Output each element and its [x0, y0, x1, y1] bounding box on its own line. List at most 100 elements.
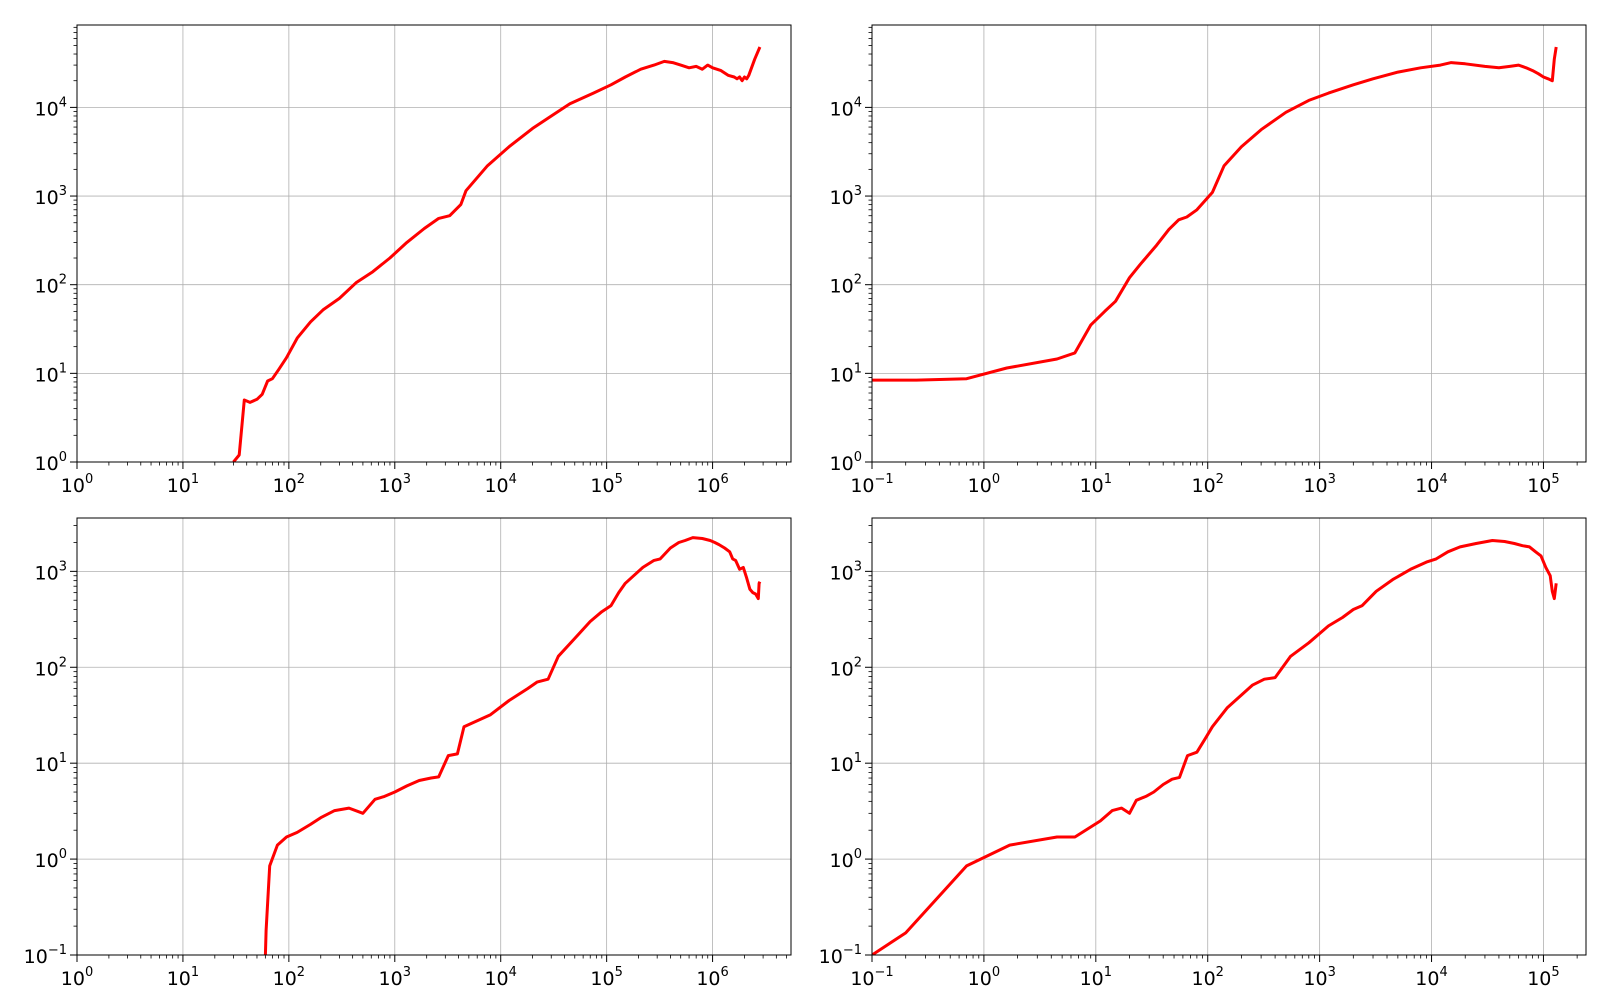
y-tick-label: 103: [830, 184, 862, 209]
x-tick-label-base: 10: [850, 968, 874, 990]
series-line: [232, 46, 762, 462]
x-tick-label: 106: [696, 472, 728, 497]
y-tick-label-exponent: 0: [854, 450, 862, 465]
x-tick-label-base: 10: [1080, 475, 1104, 497]
x-tick-label-base: 10: [1303, 968, 1327, 990]
x-tick-label-base: 10: [1191, 968, 1215, 990]
y-tick-label-base: 10: [35, 98, 59, 120]
x-tick-label: 103: [379, 965, 411, 990]
x-tick-label-base: 10: [167, 475, 191, 497]
y-tick-label-exponent: −1: [843, 943, 862, 958]
series-line: [872, 539, 1558, 955]
y-tick-label: 100: [35, 450, 67, 475]
x-tick-label-exponent: 2: [1216, 472, 1224, 487]
x-tick-label-exponent: 2: [297, 472, 305, 487]
y-tick-label-base: 10: [830, 364, 854, 386]
x-tick-label-base: 10: [968, 475, 992, 497]
axes-frame: [76, 24, 792, 463]
x-tick-label: 101: [1080, 472, 1112, 497]
x-tick-label: 10−1: [850, 965, 893, 990]
x-tick-label: 102: [1191, 965, 1223, 990]
y-tick-label: 101: [830, 361, 862, 386]
y-tick-label: 104: [35, 95, 67, 120]
x-tick-label-exponent: 5: [1551, 965, 1559, 980]
y-tick-label-base: 10: [819, 946, 843, 968]
x-tick-label-exponent: 5: [1551, 472, 1559, 487]
x-tick-label-exponent: 3: [1328, 965, 1336, 980]
y-tick-label-exponent: 4: [854, 95, 862, 110]
x-tick-label: 102: [1191, 472, 1223, 497]
x-tick-label-base: 10: [1303, 475, 1327, 497]
y-tick-label-base: 10: [830, 276, 854, 298]
x-tick-label: 100: [61, 965, 93, 990]
x-tick-label-exponent: 1: [1104, 965, 1112, 980]
series-line: [263, 536, 762, 955]
x-tick-label: 105: [590, 472, 622, 497]
y-tick-label-base: 10: [830, 453, 854, 475]
x-tick-label-exponent: −1: [875, 472, 894, 487]
y-tick-label-exponent: 2: [59, 273, 67, 288]
x-tick-label-exponent: 1: [191, 965, 199, 980]
y-tick-label: 100: [830, 450, 862, 475]
x-tick-label-base: 10: [61, 968, 85, 990]
x-tick-label-base: 10: [273, 475, 297, 497]
y-tick-label-exponent: 2: [854, 655, 862, 670]
x-tick-label-base: 10: [850, 475, 874, 497]
y-tick-label-exponent: −1: [48, 943, 67, 958]
x-tick-label-base: 10: [1415, 475, 1439, 497]
x-tick-label: 105: [1527, 472, 1559, 497]
x-tick-label-exponent: 0: [992, 965, 1000, 980]
x-tick-label-exponent: 1: [1104, 472, 1112, 487]
y-tick-label-exponent: 1: [59, 751, 67, 766]
y-tick-label-exponent: 3: [59, 184, 67, 199]
y-tick-label-exponent: 3: [854, 184, 862, 199]
x-tick-label: 103: [1303, 472, 1335, 497]
x-tick-label-exponent: 6: [721, 965, 729, 980]
x-tick-label-exponent: 3: [1328, 472, 1336, 487]
x-tick-label-exponent: 0: [85, 965, 93, 980]
y-tick-label-exponent: 1: [59, 361, 67, 376]
y-tick-label-base: 10: [35, 562, 59, 584]
x-tick-label: 10−1: [850, 472, 893, 497]
y-tick-label: 100: [35, 847, 67, 872]
x-tick-label: 103: [1303, 965, 1335, 990]
x-tick-label: 104: [1415, 472, 1447, 497]
plot-area: [77, 518, 791, 955]
x-tick-label: 104: [1415, 965, 1447, 990]
y-tick-label-base: 10: [35, 276, 59, 298]
x-tick-label-base: 10: [1415, 968, 1439, 990]
x-tick-label-exponent: −1: [875, 965, 894, 980]
x-tick-label-exponent: 5: [615, 965, 623, 980]
y-tick-label-base: 10: [35, 364, 59, 386]
y-tick-label-exponent: 2: [854, 273, 862, 288]
x-tick-label-base: 10: [696, 475, 720, 497]
x-tick-label-exponent: 3: [403, 965, 411, 980]
y-tick-label: 10−1: [24, 943, 67, 968]
y-tick-label: 102: [830, 655, 862, 680]
x-tick-label-base: 10: [590, 475, 614, 497]
x-tick-label-exponent: 4: [509, 965, 517, 980]
x-tick-label-base: 10: [484, 475, 508, 497]
x-tick-label-exponent: 5: [615, 472, 623, 487]
y-tick-label: 10−1: [819, 943, 862, 968]
y-tick-label-base: 10: [35, 453, 59, 475]
y-tick-label-exponent: 3: [59, 559, 67, 574]
y-tick-label: 102: [830, 273, 862, 298]
y-tick-label: 103: [35, 184, 67, 209]
plot-area: [77, 25, 791, 462]
y-tick-label-base: 10: [35, 754, 59, 776]
y-tick-label-exponent: 4: [59, 95, 67, 110]
y-tick-label-exponent: 1: [854, 361, 862, 376]
x-tick-label: 101: [167, 965, 199, 990]
y-tick-label-base: 10: [830, 562, 854, 584]
x-tick-label: 106: [696, 965, 728, 990]
x-tick-label: 100: [968, 472, 1000, 497]
axes-frame: [76, 517, 792, 956]
x-tick-label-exponent: 2: [1216, 965, 1224, 980]
x-tick-label-base: 10: [590, 968, 614, 990]
y-tick-label-exponent: 0: [59, 450, 67, 465]
x-tick-label-base: 10: [1080, 968, 1104, 990]
x-tick-label: 100: [968, 965, 1000, 990]
